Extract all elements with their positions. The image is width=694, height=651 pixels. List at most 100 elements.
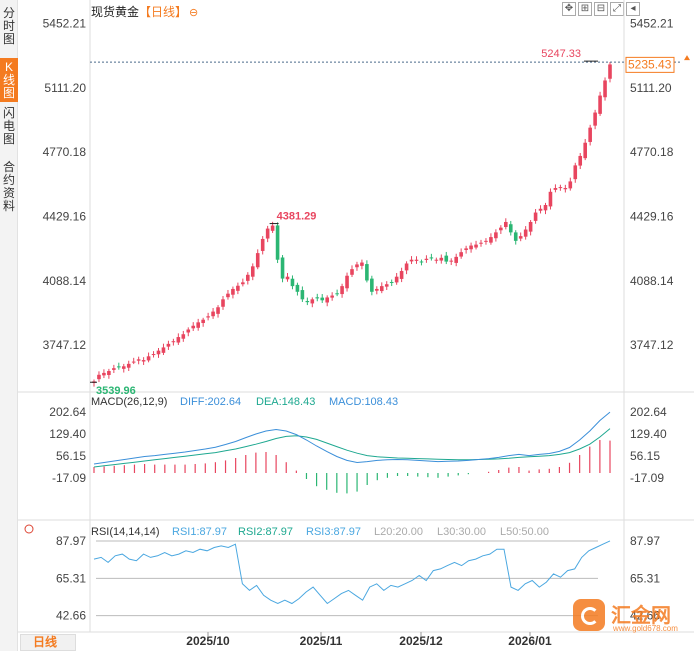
rsi-title: RSI(14,14,14)	[91, 526, 159, 538]
candle-body	[250, 266, 255, 277]
candle-body	[370, 278, 374, 292]
macd-title: MACD(26,12,9)	[91, 396, 167, 408]
rsi3-legend: RSI3:87.97	[306, 526, 361, 538]
candle-body	[280, 257, 285, 279]
instrument-name: 现货黄金	[91, 5, 140, 19]
rsi-tick-left: 65.31	[56, 571, 86, 585]
candle-body	[315, 297, 320, 299]
candle-body	[508, 224, 513, 233]
candle-body	[394, 276, 399, 283]
candle-body	[131, 361, 136, 363]
candle-body	[459, 252, 463, 257]
candle-body	[196, 322, 200, 328]
high-annotation: 5247.33	[541, 48, 581, 60]
candle-body	[548, 191, 553, 207]
candle-body	[136, 359, 141, 361]
candle-body	[340, 286, 344, 295]
move-icon[interactable]: ✥	[562, 2, 576, 16]
zoom-in-icon[interactable]: ⊞	[578, 2, 592, 16]
sidebar-tab-char: 电	[2, 119, 15, 133]
candle-body	[102, 372, 106, 376]
candle-body	[330, 295, 334, 298]
candle-body	[161, 347, 166, 353]
macd-diff-legend: DIFF:202.64	[180, 396, 241, 408]
macd-tick-left: -17.09	[52, 471, 86, 485]
candle-body	[513, 232, 518, 241]
candle-body	[399, 271, 404, 279]
candle-body	[265, 228, 270, 239]
rsi-line	[93, 540, 611, 605]
candle-body	[583, 142, 587, 159]
price-tick-right: 4770.18	[630, 145, 674, 159]
logo-domain: www.gold678.com	[613, 624, 678, 633]
candle-body	[479, 242, 483, 244]
logo-name: 汇金网	[611, 605, 671, 627]
candle-body	[578, 155, 583, 166]
sidebar-tab-2[interactable]: 闪电图	[0, 104, 18, 156]
candle-body	[300, 290, 305, 300]
candle-body	[375, 288, 379, 291]
period-tab-daily[interactable]: 日线	[20, 634, 76, 651]
candle-body	[181, 334, 186, 339]
candle-body	[355, 264, 359, 268]
candle-body	[285, 276, 290, 280]
sidebar-tab-0[interactable]: 分时图	[0, 4, 18, 50]
sidebar-tab-char: 时	[2, 19, 15, 33]
candle-body	[97, 374, 101, 380]
candle-body	[345, 275, 349, 289]
candle-body	[439, 257, 444, 261]
rsi1-legend: RSI1:87.97	[172, 526, 227, 538]
candle-body	[171, 341, 176, 343]
sidebar-tab-char: 料	[2, 199, 15, 213]
macd-tick-right: 56.15	[630, 449, 660, 463]
candle-body	[221, 299, 225, 307]
candle-body	[389, 281, 394, 283]
candle-body	[553, 188, 558, 190]
sidebar-tab-3[interactable]: 合约资料	[0, 158, 18, 214]
candle-body	[444, 255, 449, 262]
price-tick-left: 4770.18	[43, 145, 87, 159]
macd-tick-left: 202.64	[49, 405, 86, 419]
candle-body	[504, 221, 508, 228]
candle-body	[335, 293, 339, 295]
price-tick-right: 4429.16	[630, 209, 674, 223]
candle-body	[310, 299, 315, 304]
candle-body	[464, 248, 468, 250]
candle-body	[538, 208, 543, 211]
macd-tick-right: 202.64	[630, 405, 667, 419]
sidebar-tab-char: 合	[2, 160, 15, 174]
sidebar-tab-char: 图	[2, 86, 15, 100]
candle-body	[424, 258, 429, 260]
candle-body	[474, 244, 478, 248]
price-tick-left: 4088.14	[43, 274, 87, 288]
candle-body	[325, 297, 329, 303]
candle-body	[107, 371, 111, 376]
candle-body	[414, 259, 419, 261]
candle-body	[598, 95, 602, 114]
price-tick-right: 4088.14	[630, 274, 674, 288]
candle-body	[588, 127, 592, 142]
period-label[interactable]: 【日线】	[139, 5, 188, 19]
candle-body	[211, 311, 215, 317]
candle-body	[270, 225, 275, 231]
collapse-icon[interactable]: ⊖	[189, 7, 199, 19]
candle-body	[191, 325, 196, 329]
x-tick-label: 2025/12	[399, 634, 443, 648]
price-tick-left: 4429.16	[43, 209, 87, 223]
candle-body	[121, 366, 126, 369]
candle-body	[231, 288, 235, 295]
candle-body	[365, 264, 369, 281]
sidebar-tab-char: 图	[2, 132, 15, 146]
zoom-out-icon[interactable]: ⊟	[594, 2, 608, 16]
candle-body	[419, 261, 424, 263]
macd-dea-line	[93, 428, 611, 468]
macd-tick-left: 56.15	[56, 449, 86, 463]
prev-icon[interactable]: ◂	[626, 2, 640, 16]
candle-body	[305, 301, 310, 303]
last-price-label: 5235.43	[628, 57, 672, 71]
candle-body	[518, 236, 523, 239]
price-arrow-icon	[684, 55, 690, 61]
rsi-tick-right: 42.66	[630, 609, 660, 623]
